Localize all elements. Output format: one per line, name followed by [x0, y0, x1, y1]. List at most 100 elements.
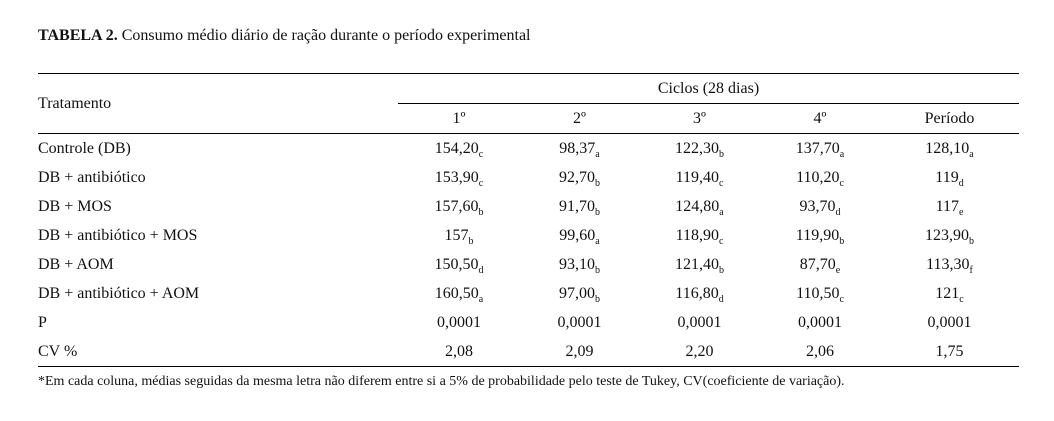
caption-text: Consumo médio diário de ração durante o …: [121, 27, 531, 44]
table-cell: 121,40b: [639, 250, 760, 279]
column-header: Período: [880, 103, 1019, 134]
significance-letter: c: [718, 235, 724, 247]
table-row: DB + antibiótico + MOS 157b 99,60a 118,90c 1…: [38, 221, 1019, 250]
row-label: DB + antibiótico: [38, 168, 146, 186]
row-label: CV %: [38, 337, 398, 367]
table-cell: 93,70d: [760, 192, 880, 221]
cell-value: 98,37: [559, 139, 596, 157]
table-cell: 137,70a: [760, 134, 880, 164]
table-cell: 99,60a: [520, 221, 639, 250]
header-ciclos: Ciclos (28 dias): [398, 73, 1019, 104]
table-cell: 118,90c: [639, 221, 760, 250]
cell-value: 92,70: [559, 168, 595, 186]
table-cell: 92,70b: [520, 163, 639, 192]
table-cell: 0,0001: [639, 308, 760, 337]
table-caption: TABELA 2. Consumo médio diário de ração …: [38, 27, 531, 45]
table-cell: 157b: [398, 221, 520, 250]
table-row: DB + antibiótico + AOM 160,50a 97,00b 116,8…: [38, 279, 1019, 308]
cell-value: 99,60: [559, 226, 596, 244]
cell-value: 2,09: [565, 342, 594, 360]
table-cell: 116,80d: [639, 279, 760, 308]
cell-value: 87,70: [799, 255, 836, 273]
table-cell: 93,10b: [520, 250, 639, 279]
row-label: DB + MOS: [38, 197, 112, 215]
table-cell: 110,20c: [760, 163, 880, 192]
table-cell: 160,50a: [398, 279, 520, 308]
table-cell: 154,20c: [398, 134, 520, 164]
cell-value: 2,20: [685, 342, 714, 360]
cell-value: 2,08: [445, 342, 473, 360]
significance-letter: b: [719, 264, 724, 276]
significance-letter: c: [839, 293, 844, 305]
cell-value: 93,10: [559, 255, 595, 273]
table-cell: 0,0001: [760, 308, 880, 337]
row-label: P: [38, 313, 47, 331]
cell-value: 121: [935, 284, 960, 302]
table-row: DB + AOM 150,50d 93,10b 121,40b 87,70e 113,30…: [38, 250, 1019, 279]
table-cell: 1,75: [880, 337, 1019, 367]
table-cell: 150,50d: [398, 250, 520, 279]
significance-letter: b: [595, 206, 600, 218]
significance-letter: d: [478, 264, 484, 276]
significance-letter: b: [969, 235, 974, 247]
cell-value: 157: [444, 226, 469, 244]
cell-value: 0,0001: [927, 313, 972, 331]
significance-letter: a: [595, 148, 600, 160]
table-cell: 2,20: [639, 337, 760, 367]
table-row: CV % 2,08 2,09 2,20 2,06 1,75: [38, 337, 1019, 367]
cell-value: 0,0001: [557, 313, 602, 331]
cell-value: 0,0001: [437, 313, 481, 331]
table-cell: 123,90b: [880, 221, 1019, 250]
significance-letter: b: [719, 148, 724, 160]
table-cell: 153,90c: [398, 163, 520, 192]
cell-value: 128,10: [925, 139, 970, 157]
column-header: 4º: [760, 103, 880, 134]
cell-value: 110,20: [796, 168, 840, 186]
cell-value: 123,90: [925, 226, 969, 244]
cell-value: 154,20: [434, 139, 479, 157]
significance-letter: b: [468, 235, 474, 247]
significance-letter: c: [478, 177, 484, 189]
table-cell: 0,0001: [880, 308, 1019, 337]
significance-letter: d: [835, 206, 841, 218]
cell-value: 118,90: [675, 226, 719, 244]
table-cell: 2,08: [398, 337, 520, 367]
table-cell: 2,09: [520, 337, 639, 367]
cell-value: 116,80: [675, 284, 719, 302]
table-row: DB + antibiótico 153,90c 92,70b 119,40c 110,…: [38, 163, 1019, 192]
cell-value: 117: [935, 197, 959, 215]
cell-value: 157,60: [434, 197, 479, 215]
row-label: DB + AOM: [38, 255, 114, 273]
footnote: *Em cada coluna, médias seguidas da mesm…: [38, 374, 845, 389]
cell-value: 121,40: [675, 255, 719, 273]
table-cell: 2,06: [760, 337, 880, 367]
significance-letter: f: [969, 264, 973, 276]
significance-letter: c: [478, 148, 484, 160]
significance-letter: b: [595, 177, 600, 189]
significance-letter: d: [958, 177, 964, 189]
cell-value: 122,30: [675, 139, 719, 157]
cell-value: 150,50: [434, 255, 479, 273]
cell-value: 119,40: [675, 168, 719, 186]
row-label: DB + antibiótico + AOM: [38, 284, 200, 302]
significance-letter: a: [595, 235, 600, 247]
cell-value: 153,90: [434, 168, 479, 186]
cell-value: 124,80: [675, 197, 720, 215]
cell-value: 0,0001: [798, 313, 842, 331]
cell-value: 119: [935, 168, 959, 186]
significance-letter: b: [595, 293, 600, 305]
table-cell: 128,10a: [880, 134, 1019, 164]
cell-value: 137,70: [795, 139, 840, 157]
header-tratamento: Tratamento: [38, 73, 398, 134]
table-cell: 124,80a: [639, 192, 760, 221]
table-cell: 87,70e: [760, 250, 880, 279]
cell-value: 119,90: [795, 226, 840, 244]
cell-value: 160,50: [434, 284, 479, 302]
cell-value: 91,70: [559, 197, 595, 215]
table-cell: 0,0001: [520, 308, 639, 337]
significance-letter: b: [478, 206, 484, 218]
table-cell: 119,90b: [760, 221, 880, 250]
data-table: Tratamento Ciclos (28 dias) 1º 2º 3º 4º Perí…: [38, 73, 1019, 367]
cell-value: 97,00: [559, 284, 595, 302]
column-header: 3º: [639, 103, 760, 134]
